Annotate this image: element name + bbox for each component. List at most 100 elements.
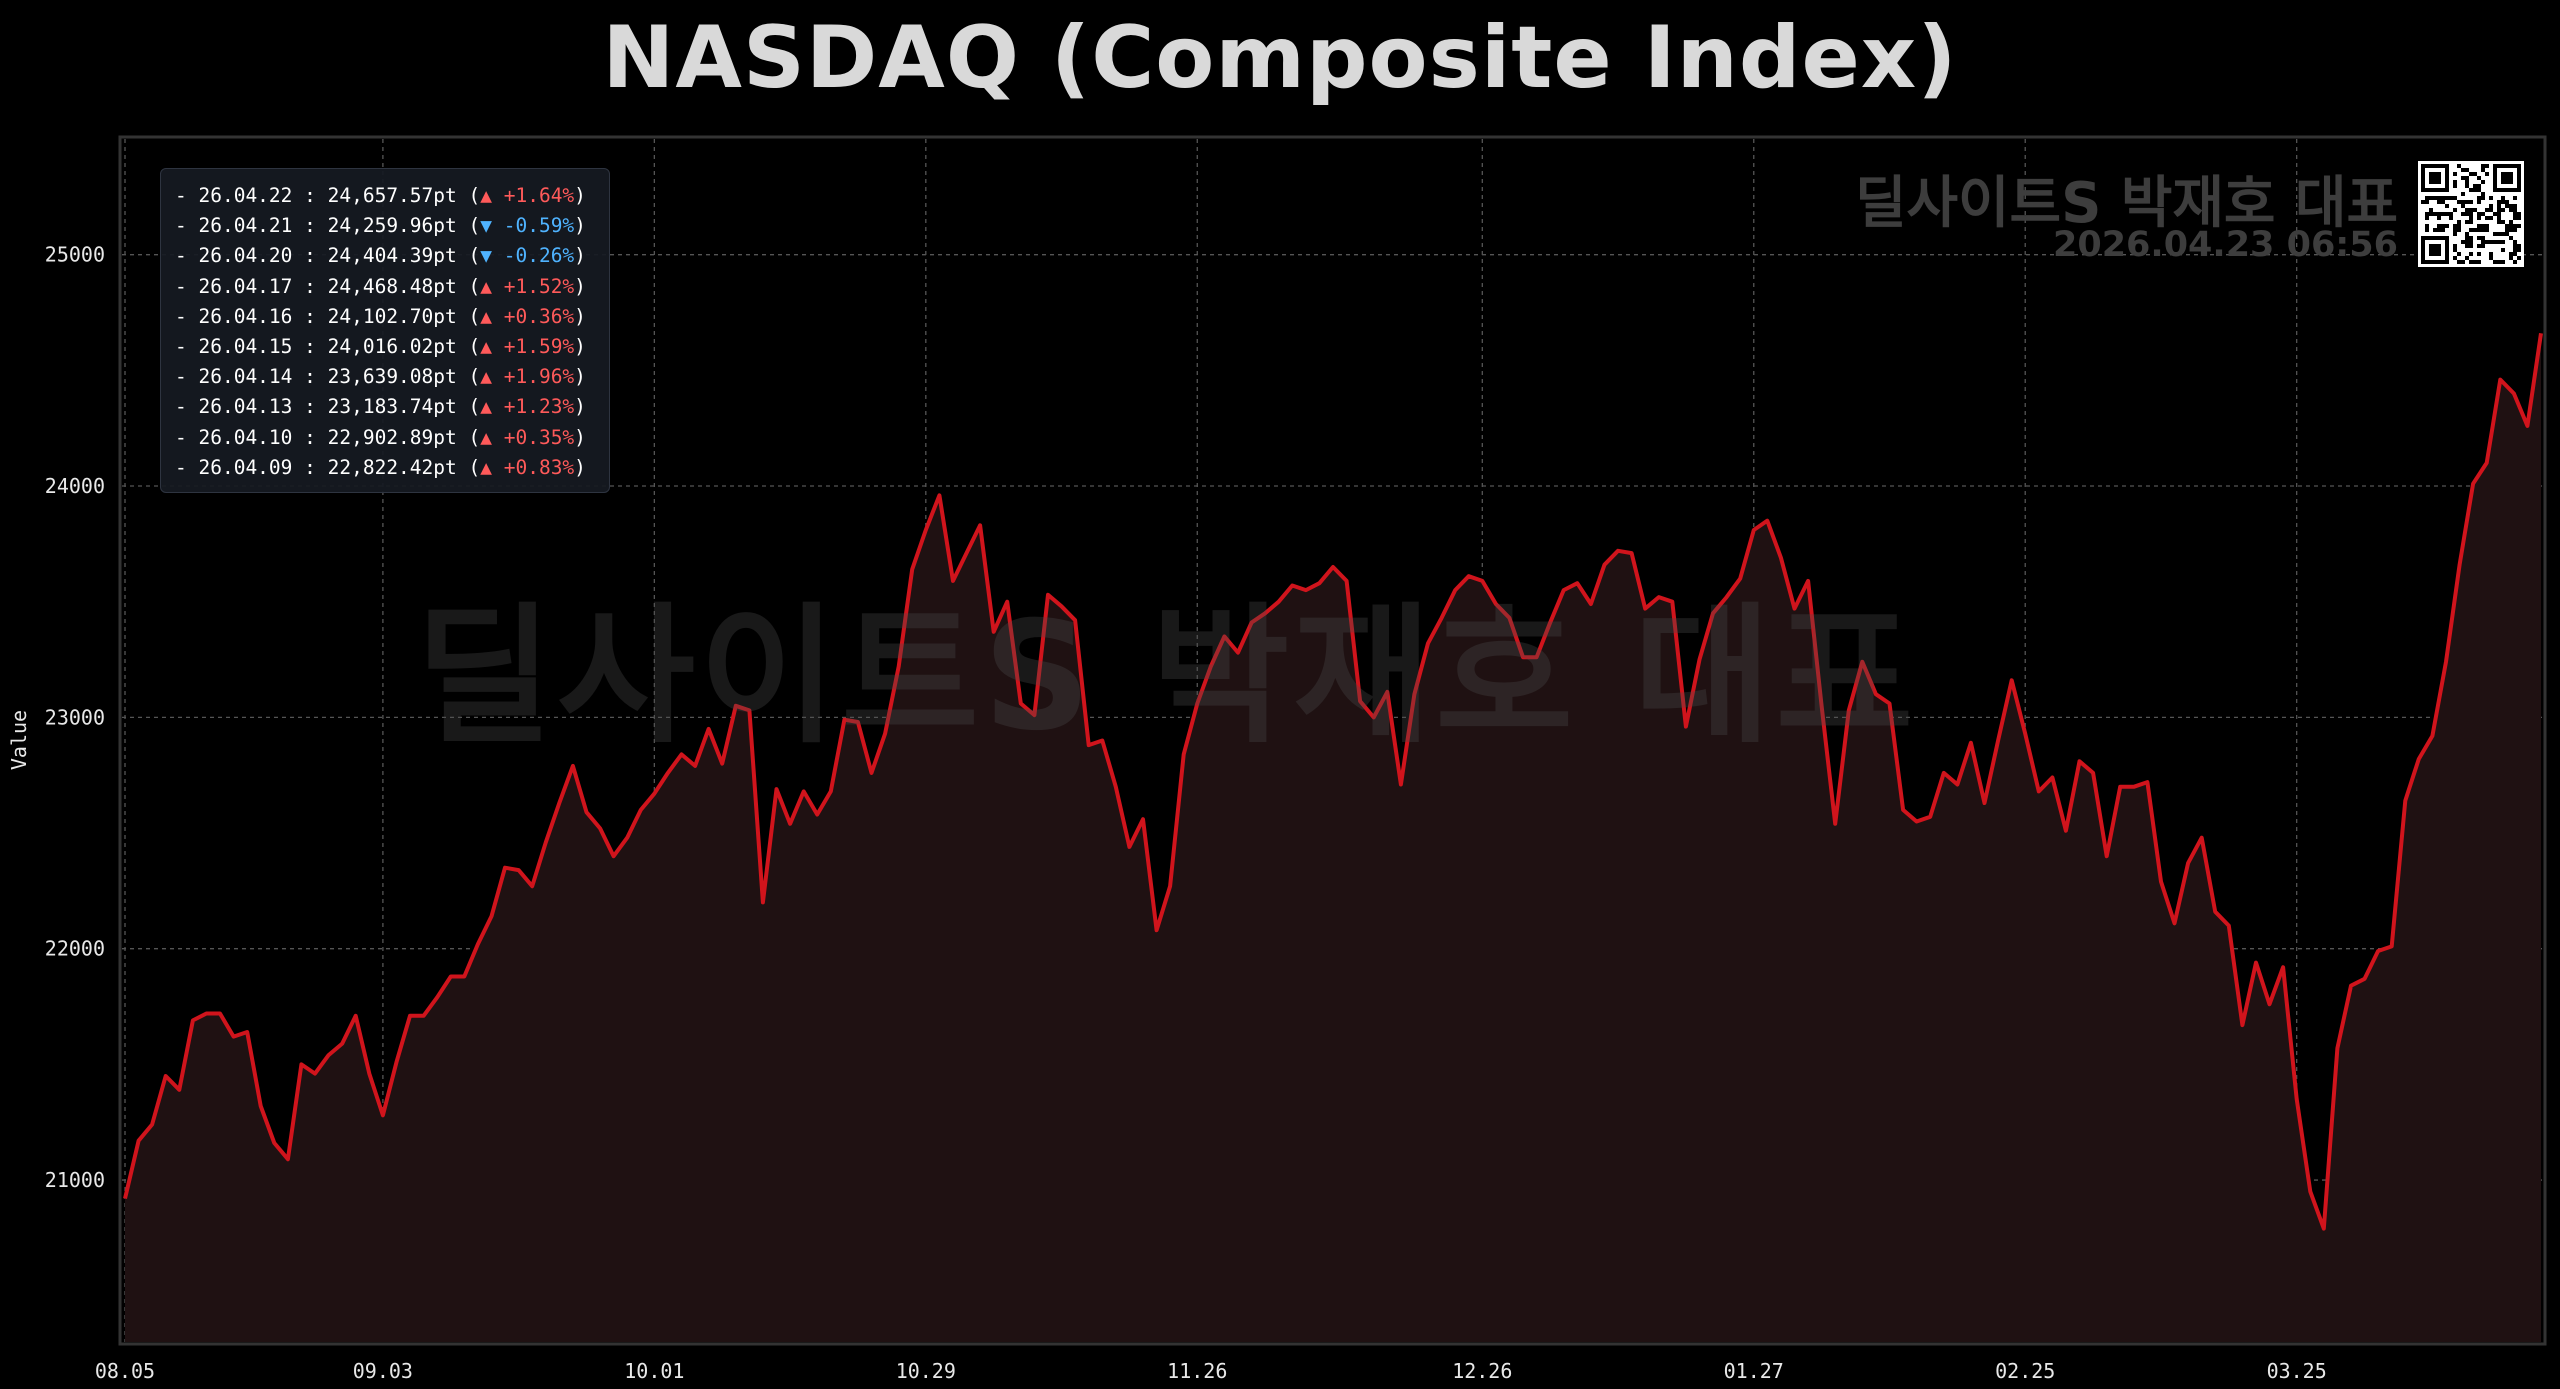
qr-module [2465,256,2469,260]
qr-module [2469,240,2473,244]
qr-module [2509,228,2513,232]
qr-module [2461,192,2465,196]
qr-module [2437,196,2441,200]
qr-module [2493,232,2497,236]
legend-entry-text: - 26.04.17 : 24,468.48pt ( [175,274,481,298]
qr-module [2517,244,2521,248]
qr-module [2457,164,2461,168]
qr-module [2481,164,2485,168]
change-up: ▲ +0.36% [480,304,575,328]
qr-module [2477,188,2481,192]
qr-module [2501,248,2505,252]
change-up: ▲ +1.64% [480,184,575,207]
qr-module [2485,172,2489,176]
x-tick-label: 10.01 [624,1359,684,1383]
qr-module [2453,248,2457,252]
qr-module [2485,216,2489,220]
qr-module [2481,180,2485,184]
change-up: ▲ +1.52% [480,274,575,298]
qr-module [2497,216,2501,220]
y-tick-label: 21000 [45,1168,105,1192]
qr-module [2453,184,2457,188]
qr-module [2425,224,2429,228]
qr-module [2509,220,2513,224]
qr-module [2441,212,2445,216]
legend-entry-text: - 26.04.20 : 24,404.39pt ( [175,244,481,268]
legend-entry-text: - 26.04.13 : 23,183.74pt ( [175,395,481,419]
y-axis-label: Value [7,710,31,770]
x-tick-label: 12.26 [1452,1359,1512,1383]
qr-module [2465,236,2469,240]
qr-module [2497,240,2501,244]
qr-module [2505,204,2509,208]
y-tick-label: 24000 [45,474,105,498]
qr-module [2453,244,2457,248]
qr-module [2433,196,2437,200]
qr-module [2505,228,2509,232]
qr-module [2437,216,2441,220]
qr-module [2505,232,2509,236]
legend-entry-close: ) [574,244,586,268]
qr-module [2509,236,2513,240]
qr-module [2513,240,2517,244]
qr-module [2517,216,2521,220]
legend-entry-text: - 26.04.21 : 24,259.96pt ( [175,214,481,238]
x-tick-label: 03.25 [2267,1359,2327,1383]
qr-module [2509,204,2513,208]
x-tick-label: 11.26 [1167,1359,1227,1383]
qr-module [2509,224,2513,228]
qr-module [2493,260,2497,264]
qr-module [2481,244,2485,248]
qr-module [2465,176,2469,180]
qr-module [2465,212,2469,216]
qr-module [2501,172,2513,184]
qr-module [2477,176,2481,180]
x-tick-label: 09.03 [353,1359,413,1383]
qr-module [2445,224,2449,228]
qr-module [2453,232,2457,236]
qr-module [2481,236,2485,240]
qr-module [2469,188,2473,192]
qr-module [2513,208,2517,212]
qr-module [2433,212,2437,216]
qr-module [2513,252,2517,256]
legend-entry-close: ) [574,214,586,238]
qr-module [2425,200,2429,204]
qr-module [2449,212,2453,216]
qr-module [2453,228,2457,232]
qr-module [2453,196,2457,200]
legend-entry-close: ) [574,395,586,419]
qr-module [2473,172,2477,176]
qr-module [2509,256,2513,260]
qr-module [2481,240,2485,244]
qr-module [2517,256,2521,260]
change-up: ▲ +1.59% [480,335,575,359]
legend-entry-text: - 26.04.16 : 24,102.70pt ( [175,304,481,328]
qr-module [2457,228,2461,232]
legend-entry: - 26.04.16 : 24,102.70pt (▲ +0.36%) [175,302,609,332]
qr-module [2473,188,2477,192]
change-up: ▲ +0.83% [480,455,575,479]
qr-module [2481,228,2485,232]
qr-module [2513,244,2517,248]
qr-module [2517,212,2521,216]
legend-entry-close: ) [574,304,586,328]
qr-module [2425,212,2429,216]
legend-entry: - 26.04.09 : 22,822.42pt (▲ +0.83%) [175,453,609,483]
qr-module [2469,220,2473,224]
qr-module [2445,212,2449,216]
qr-module [2501,260,2505,264]
area-fill [125,333,2541,1342]
qr-module [2513,228,2517,232]
qr-module [2445,204,2449,208]
qr-module [2461,212,2465,216]
qr-module [2497,260,2501,264]
qr-module [2465,180,2469,184]
qr-module [2433,228,2437,232]
qr-module [2461,168,2465,172]
x-tick-label: 02.25 [1995,1359,2055,1383]
y-tick-label: 22000 [45,937,105,961]
qr-module [2485,208,2489,212]
qr-module [2477,216,2481,220]
qr-module [2461,176,2465,180]
